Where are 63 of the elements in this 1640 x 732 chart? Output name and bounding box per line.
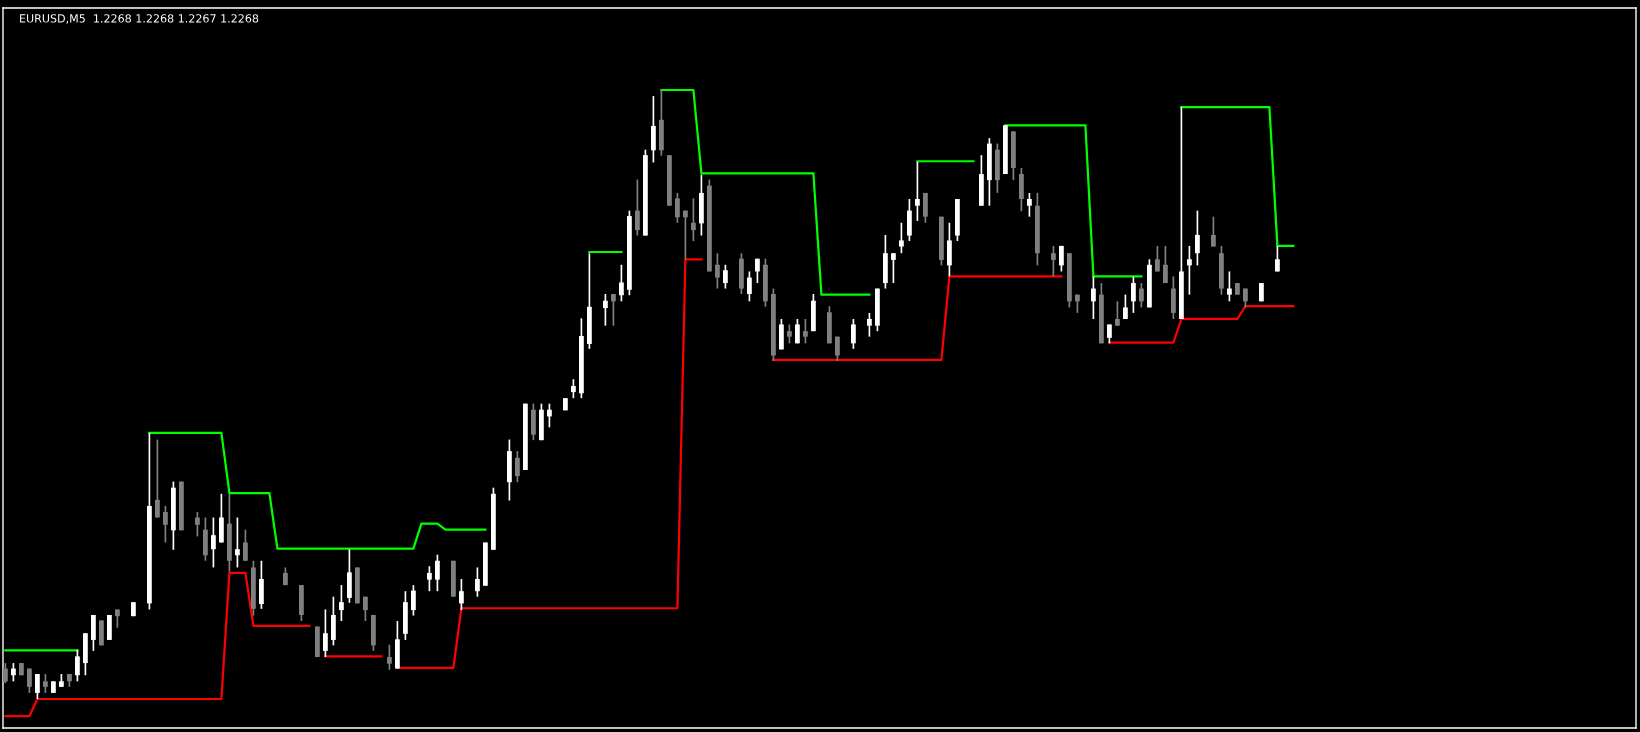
candlestick [1027, 192, 1032, 218]
candlestick [1115, 300, 1120, 327]
candlestick [1123, 293, 1128, 320]
candlestick [571, 378, 576, 399]
candlestick [427, 565, 432, 593]
candlestick [435, 553, 440, 593]
candlestick [715, 252, 720, 290]
candlestick [611, 293, 616, 327]
candlestick [35, 673, 40, 700]
candlestick [195, 511, 200, 538]
candlestick [475, 566, 480, 598]
candlestick [1107, 323, 1112, 345]
candlestick [243, 528, 248, 562]
candlestick [891, 252, 896, 284]
candlestick [795, 318, 800, 345]
candlestick [339, 584, 344, 622]
candlestick [43, 673, 48, 694]
candlestick [411, 584, 416, 617]
candlestick [235, 516, 240, 569]
candlestick [1275, 245, 1280, 273]
candlestick [1227, 270, 1232, 303]
candlestick [683, 209, 688, 261]
candlestick [923, 192, 928, 224]
candlestick [1155, 245, 1160, 273]
candlestick [115, 608, 120, 629]
candlestick [155, 438, 160, 519]
candlestick [547, 402, 552, 429]
candlestick [1187, 245, 1192, 296]
candlestick [1091, 275, 1096, 320]
candlestick [1211, 215, 1216, 248]
candlestick [619, 263, 624, 303]
candlestick [635, 178, 640, 237]
candlestick [915, 161, 920, 222]
candlestick [867, 312, 872, 338]
candlestick [163, 505, 168, 544]
candlestick [1139, 282, 1144, 309]
candlestick [803, 318, 808, 345]
candlestick [835, 335, 840, 362]
candlestick [323, 608, 328, 658]
candlestick [211, 516, 216, 569]
candlestick [387, 643, 392, 671]
candlestick [675, 192, 680, 224]
candlestick [723, 263, 728, 290]
candlestick [755, 257, 760, 284]
candlestick [515, 450, 520, 484]
candlestick [363, 595, 368, 622]
candlestick [1059, 245, 1064, 273]
chart-title: EURUSD,M5 1.2268 1.2268 1.2267 1.2268 [20, 14, 259, 24]
candlestick [75, 648, 80, 683]
candlestick [787, 323, 792, 345]
candlestick [11, 662, 16, 683]
candlestick [691, 197, 696, 242]
candlestick [747, 270, 752, 303]
candlestick [3, 662, 8, 685]
candlestick [851, 318, 856, 350]
candlestick [1163, 245, 1168, 284]
candlestick [603, 293, 608, 327]
candlestick [1051, 245, 1056, 278]
candlestick [1195, 209, 1200, 267]
candlestick [27, 667, 32, 694]
candlestick [1131, 275, 1136, 314]
candlestick [459, 578, 464, 611]
candlestick [899, 221, 904, 255]
